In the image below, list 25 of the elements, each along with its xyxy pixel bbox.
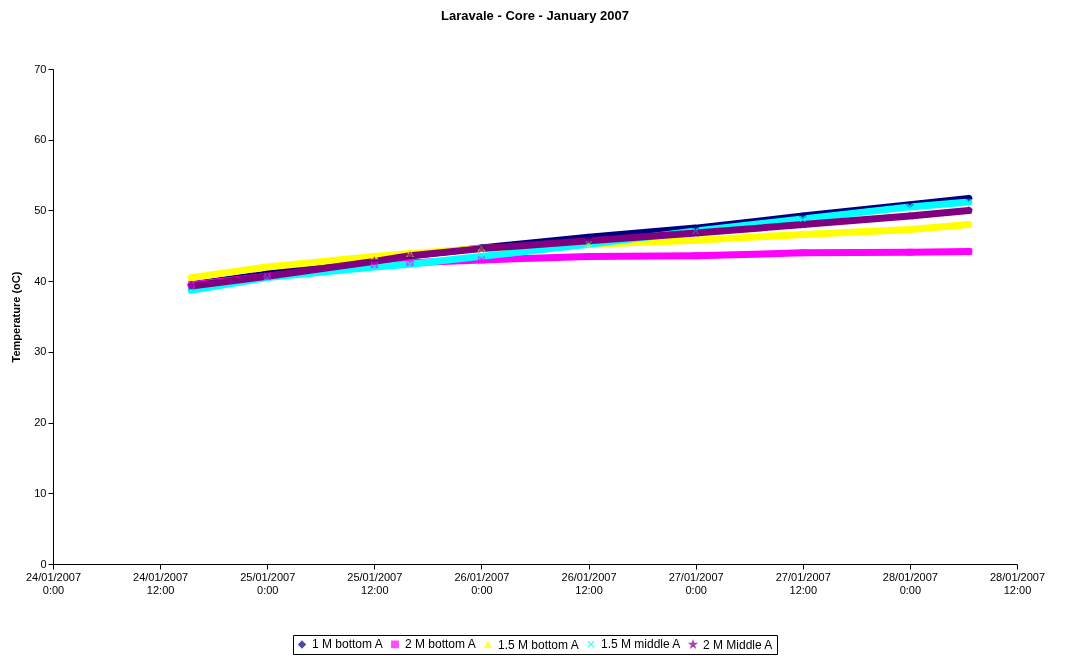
x-tick-label: 27/01/2007 0:00 <box>668 570 724 596</box>
x-tick-label: 27/01/2007 12:00 <box>775 570 831 596</box>
legend-label: 1.5 M middle A <box>601 637 681 652</box>
x-tick-label: 24/01/2007 12:00 <box>133 570 189 596</box>
y-tick-label: 40 <box>34 274 47 287</box>
y-tick-label: 10 <box>34 486 47 499</box>
y-tick-label: 50 <box>34 203 47 216</box>
y-tick-label: 30 <box>34 345 47 358</box>
y-tick-label: 70 <box>34 62 47 75</box>
y-tick-label: 20 <box>34 416 47 429</box>
x-tick-label: 28/01/2007 12:00 <box>989 570 1046 596</box>
x-tick-label: 28/01/2007 0:00 <box>882 570 938 596</box>
y-tick-label: 60 <box>34 133 47 146</box>
x-tick-label: 24/01/2007 0:00 <box>25 570 82 596</box>
x-tick-label: 25/01/2007 0:00 <box>240 570 296 596</box>
legend-label: 2 M Middle A <box>703 637 773 652</box>
legend-label: 1 M bottom A <box>312 637 383 652</box>
chart-title: Laravale - Core - January 2007 <box>441 8 629 23</box>
y-axis-title: Temperature (oC) <box>10 271 23 363</box>
y-tick-label: 0 <box>40 557 47 570</box>
legend-label: 1.5 M bottom A <box>498 637 579 652</box>
x-tick-label: 25/01/2007 12:00 <box>347 570 403 596</box>
legend-label: 2 M bottom A <box>405 637 476 652</box>
x-tick-label: 26/01/2007 0:00 <box>454 570 510 596</box>
x-tick-label: 26/01/2007 12:00 <box>561 570 617 596</box>
